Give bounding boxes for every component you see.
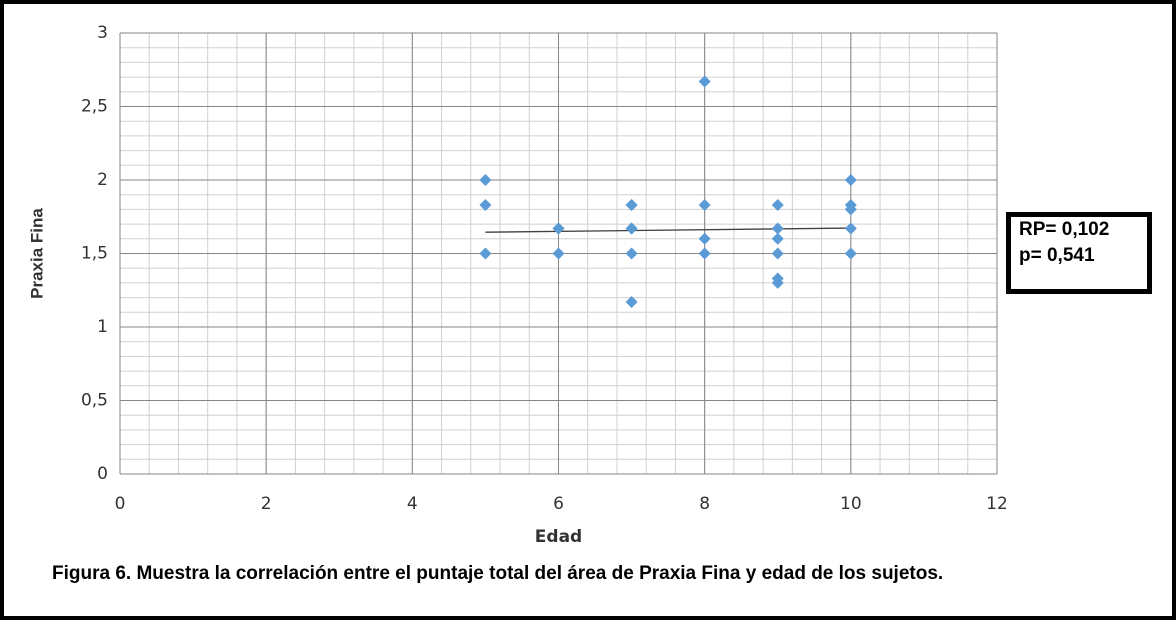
x-tick-label: 0: [115, 494, 126, 514]
point: [771, 247, 784, 260]
point: [479, 198, 492, 211]
point: [771, 276, 784, 289]
x-tick-label: 12: [986, 494, 1008, 514]
point: [552, 247, 565, 260]
y-tick-label: 2,5: [81, 97, 108, 117]
y-tick-label: 0: [97, 464, 108, 484]
x-tick-label: 2: [261, 494, 272, 514]
point: [625, 296, 638, 309]
y-axis-label: Praxia Fina: [27, 208, 46, 299]
x-tick-label: 6: [553, 494, 564, 514]
y-tick-label: 1: [97, 317, 108, 337]
point: [771, 222, 784, 235]
y-tick-label: 0,5: [81, 391, 108, 411]
point: [479, 247, 492, 260]
point: [771, 232, 784, 245]
point: [552, 222, 565, 235]
point: [698, 198, 711, 211]
x-tick-label: 10: [840, 494, 862, 514]
x-tick-label: 8: [699, 494, 710, 514]
point: [844, 174, 857, 186]
point: [698, 232, 711, 245]
point: [771, 198, 784, 211]
point: [625, 247, 638, 260]
annotation: RP= 0,102: [1019, 219, 1110, 240]
point: [698, 75, 711, 88]
annotation: p= 0,541: [1019, 245, 1095, 266]
point: [844, 203, 857, 216]
y-tick-label: 1,5: [81, 244, 108, 264]
x-axis-label: Edad: [535, 527, 582, 547]
point: [698, 247, 711, 260]
stats-box: RP= 0,102 p= 0,541: [1006, 212, 1152, 294]
point: [625, 222, 638, 235]
point: [844, 247, 857, 260]
point: [479, 174, 492, 186]
trend-line: [485, 227, 851, 233]
caption: Figura 6. Muestra la correlación entre e…: [52, 563, 944, 584]
x-tick-label: 4: [407, 494, 418, 514]
y-tick-label: 3: [97, 23, 108, 43]
point: [625, 198, 638, 211]
y-tick-label: 2: [97, 170, 108, 190]
point: [844, 222, 857, 235]
